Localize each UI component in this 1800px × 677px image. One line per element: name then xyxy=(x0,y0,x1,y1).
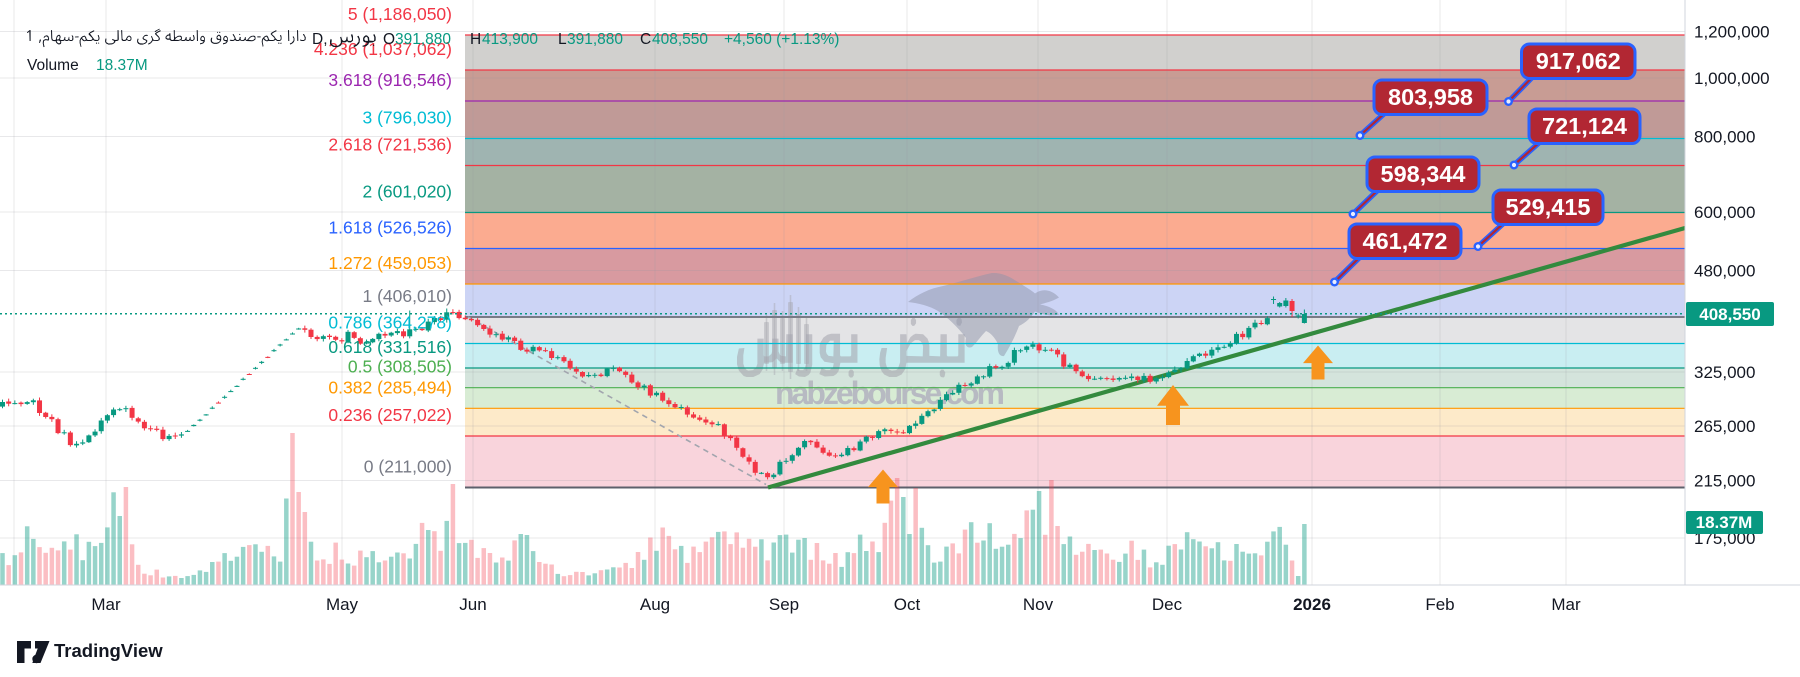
svg-text:2026: 2026 xyxy=(1293,595,1331,614)
svg-text:215,000: 215,000 xyxy=(1694,472,1755,491)
svg-text:1.272 (459,053): 1.272 (459,053) xyxy=(328,253,452,273)
svg-text:391,880: 391,880 xyxy=(567,31,623,48)
svg-text:0.786 (364,278): 0.786 (364,278) xyxy=(328,313,452,333)
svg-text:18.37M: 18.37M xyxy=(96,57,148,74)
svg-text:+4,560 (+1.13%): +4,560 (+1.13%) xyxy=(724,31,839,48)
svg-text:1.618 (526,526): 1.618 (526,526) xyxy=(328,218,452,238)
svg-text:0.236 (257,022): 0.236 (257,022) xyxy=(328,405,452,425)
svg-text:May: May xyxy=(326,595,359,614)
svg-text:461,472: 461,472 xyxy=(1363,228,1448,254)
svg-text:Volume: Volume xyxy=(27,57,79,74)
svg-text:4.236 (1,037,062): 4.236 (1,037,062) xyxy=(314,39,452,59)
svg-text:TradingView: TradingView xyxy=(54,640,163,661)
svg-text:3.618 (916,546): 3.618 (916,546) xyxy=(328,70,452,90)
svg-text:Jun: Jun xyxy=(459,595,486,614)
svg-text:1 (406,010): 1 (406,010) xyxy=(362,286,452,306)
svg-text:0 (211,000): 0 (211,000) xyxy=(364,457,452,477)
svg-text:D,: D, xyxy=(312,31,328,48)
svg-text:2.618 (721,536): 2.618 (721,536) xyxy=(328,135,452,155)
svg-text:L: L xyxy=(558,31,567,48)
svg-text:1,200,000: 1,200,000 xyxy=(1694,23,1770,42)
svg-text:O: O xyxy=(383,31,395,48)
svg-text:Aug: Aug xyxy=(640,595,670,614)
svg-text:Mar: Mar xyxy=(1551,595,1581,614)
svg-text:600,000: 600,000 xyxy=(1694,203,1755,222)
svg-text:Dec: Dec xyxy=(1152,595,1183,614)
svg-text:408,550: 408,550 xyxy=(1699,305,1760,324)
svg-text:408,550: 408,550 xyxy=(652,31,708,48)
svg-text:Nov: Nov xyxy=(1023,595,1054,614)
svg-text:391,880: 391,880 xyxy=(395,31,451,48)
svg-text:325,000: 325,000 xyxy=(1694,363,1755,382)
svg-text:598,344: 598,344 xyxy=(1381,161,1466,187)
svg-text:C: C xyxy=(640,31,651,48)
svg-text:917,062: 917,062 xyxy=(1536,48,1621,74)
svg-text:nabzebourse.com: nabzebourse.com xyxy=(775,375,1005,411)
svg-text:3 (796,030): 3 (796,030) xyxy=(362,108,452,128)
svg-text:480,000: 480,000 xyxy=(1694,262,1755,281)
svg-text:Sep: Sep xyxy=(769,595,799,614)
svg-text:1,000,000: 1,000,000 xyxy=(1694,69,1770,88)
svg-text:800,000: 800,000 xyxy=(1694,128,1755,147)
svg-text:721,124: 721,124 xyxy=(1542,113,1627,139)
svg-text:2 (601,020): 2 (601,020) xyxy=(362,182,452,202)
svg-text:Oct: Oct xyxy=(894,595,921,614)
svg-text:H: H xyxy=(470,31,481,48)
svg-text:5 (1,186,050): 5 (1,186,050) xyxy=(348,4,452,24)
svg-text:803,958: 803,958 xyxy=(1388,84,1473,110)
svg-text:265,000: 265,000 xyxy=(1694,417,1755,436)
svg-text:18.37M: 18.37M xyxy=(1696,513,1753,532)
svg-text:413,900: 413,900 xyxy=(482,31,538,48)
svg-text:Mar: Mar xyxy=(91,595,121,614)
svg-text:0.382 (285,494): 0.382 (285,494) xyxy=(328,377,452,397)
svg-text:0.5 (308,505): 0.5 (308,505) xyxy=(348,357,452,377)
svg-text:529,415: 529,415 xyxy=(1506,194,1591,220)
svg-text:0.618 (331,516): 0.618 (331,516) xyxy=(328,337,452,357)
svg-text:Feb: Feb xyxy=(1425,595,1454,614)
